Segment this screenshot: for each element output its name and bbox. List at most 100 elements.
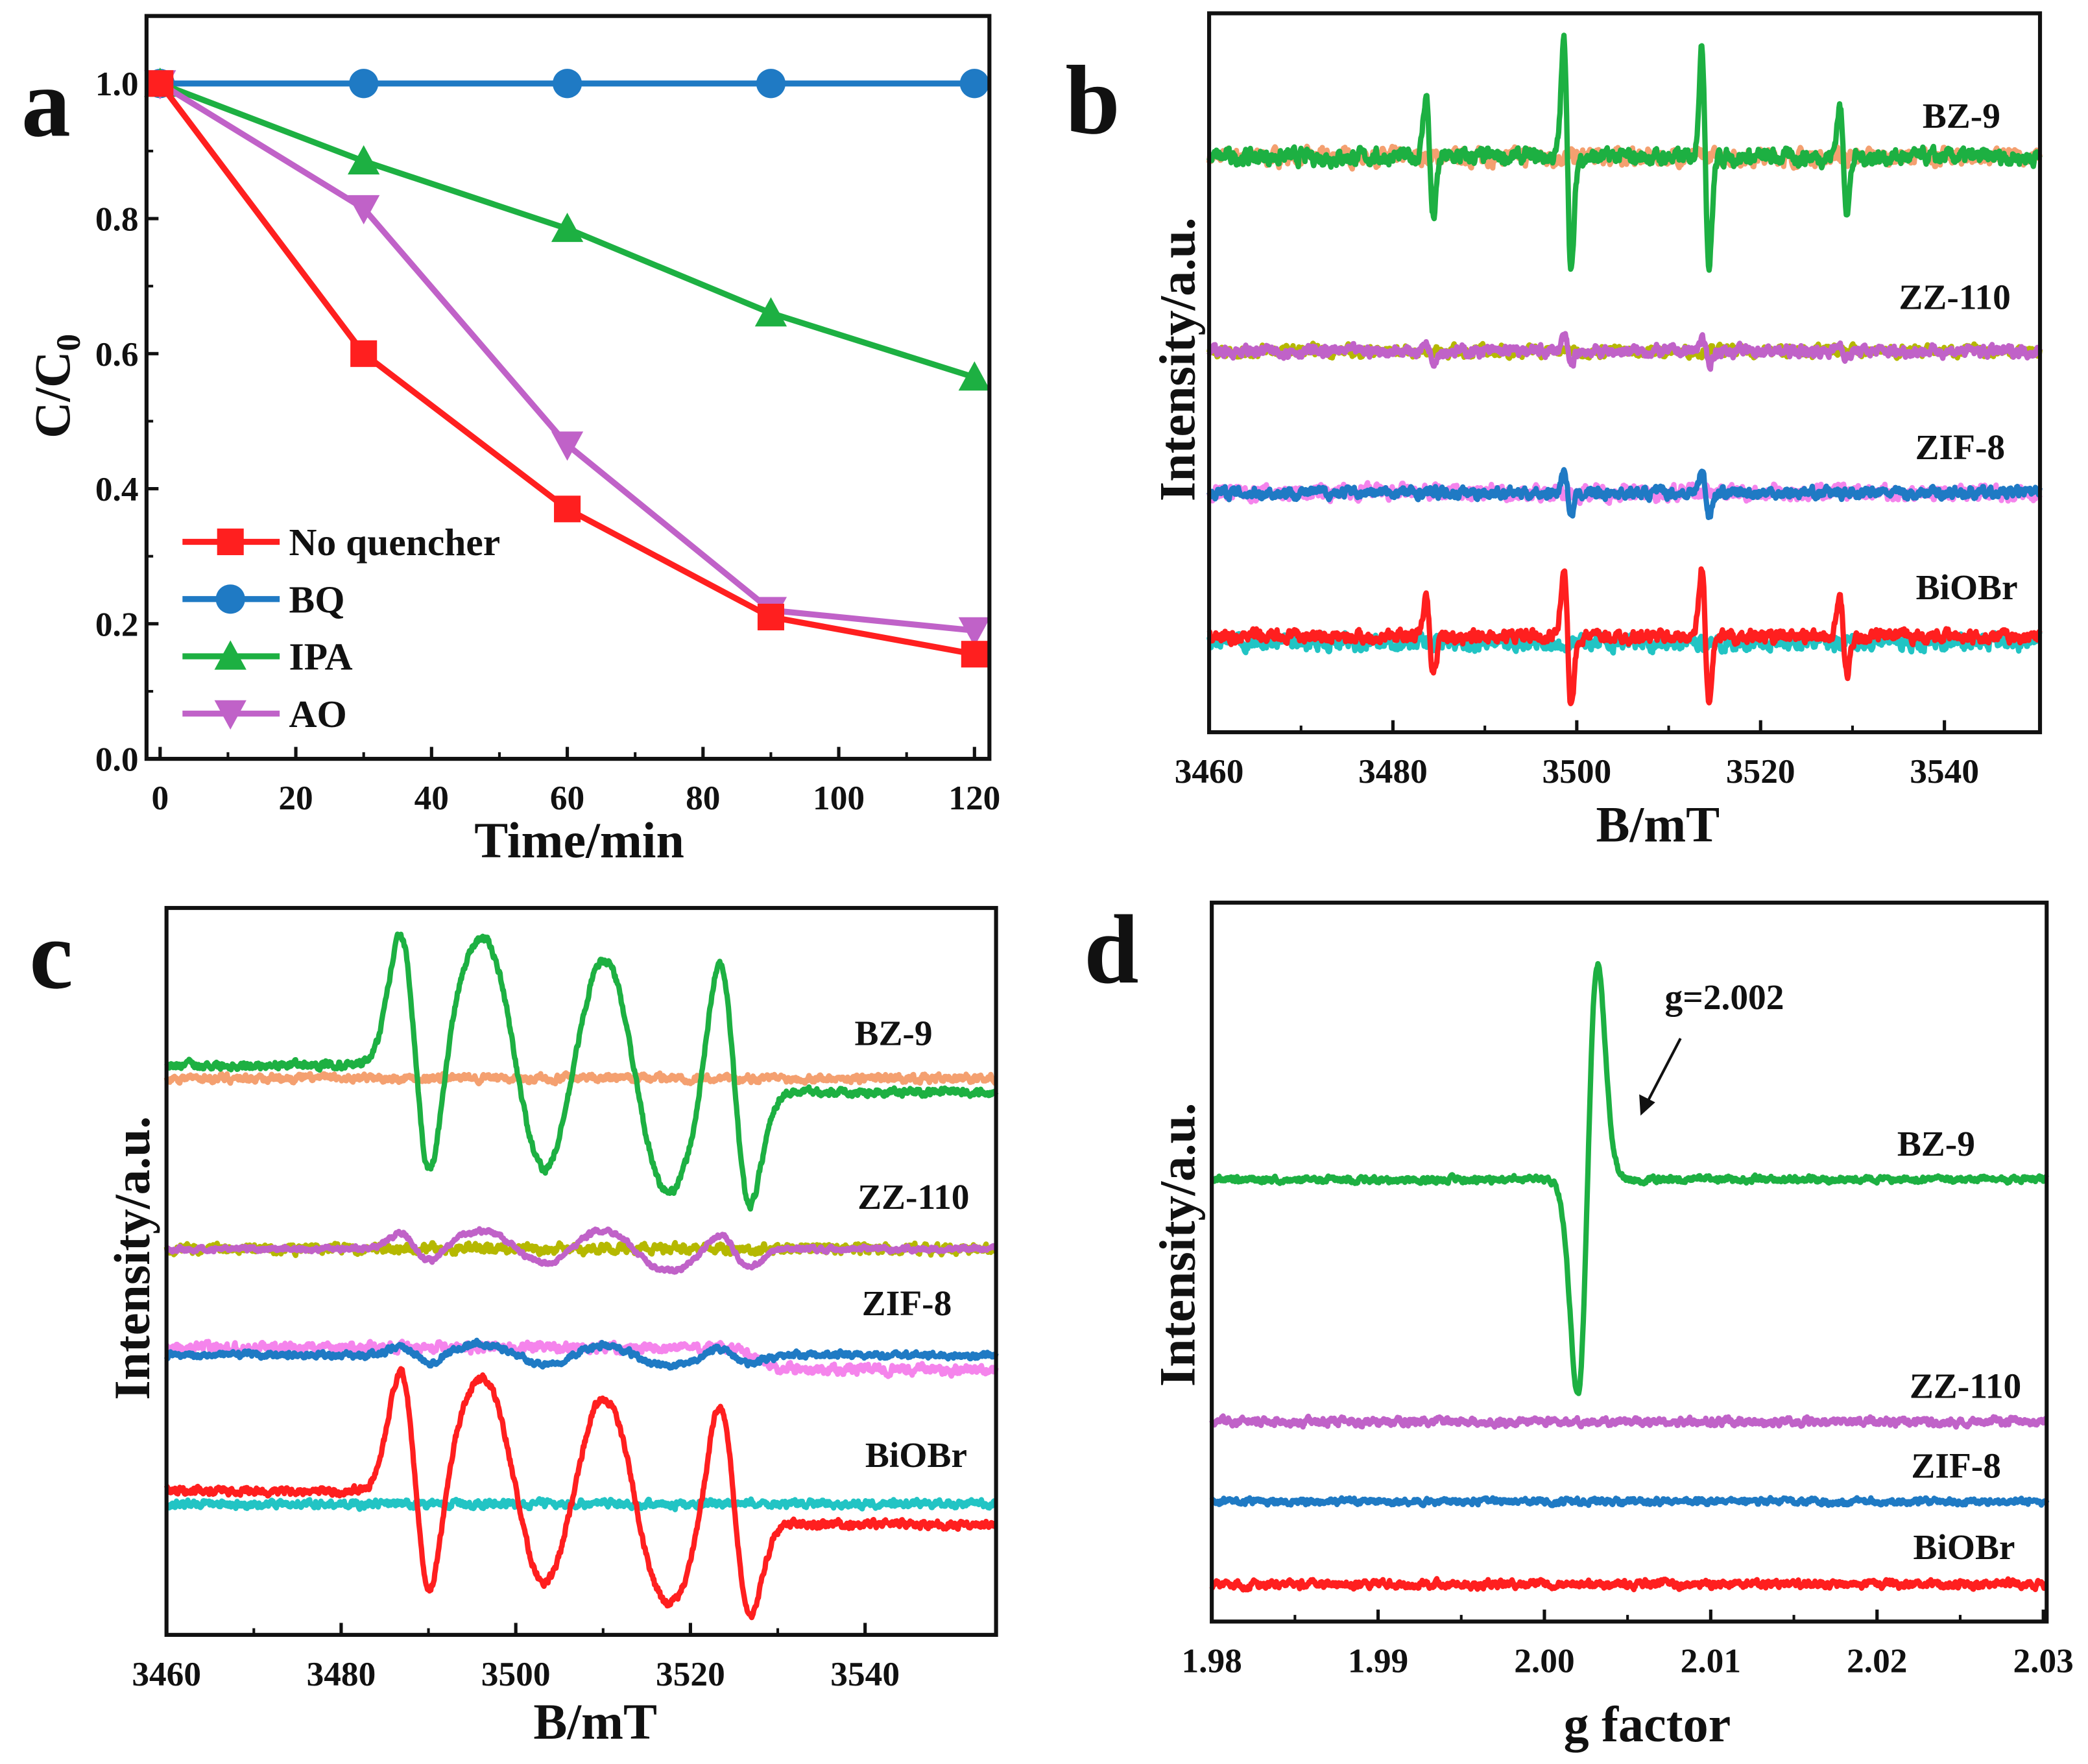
marker-circle bbox=[215, 584, 245, 614]
spectrum-bz-9-light bbox=[1206, 32, 2043, 273]
marker-triangle-down bbox=[551, 431, 584, 461]
spectrum-biobr-light bbox=[1206, 566, 2043, 707]
spectrum-biobr-dark bbox=[164, 1496, 998, 1512]
marker-square bbox=[147, 70, 174, 97]
series-no-quencher bbox=[147, 70, 988, 668]
spectrum-bz-9 bbox=[1210, 960, 2049, 1396]
legend-item: BQ bbox=[182, 578, 345, 621]
x-tick-label: 3540 bbox=[1910, 752, 1979, 791]
panel-letter-a: a bbox=[21, 48, 71, 157]
sample-label: BZ-9 bbox=[1923, 96, 2000, 136]
panel-letter-d: d bbox=[1084, 895, 1138, 1004]
marker-triangle-up bbox=[754, 297, 787, 327]
x-tick-label: 0 bbox=[151, 778, 169, 817]
panel-a: 0 20 40 60 80 100 120 0.0 0.2 0.4 0.6 0.8 1.0 Time/mi… bbox=[24, 14, 1000, 868]
legend-item: AO bbox=[182, 693, 347, 735]
plot-frame bbox=[1206, 11, 2043, 735]
x-tick-label: 2.01 bbox=[1681, 1641, 1741, 1680]
x-axis-label: B/mT bbox=[533, 1693, 657, 1750]
spectrum-zif-8 bbox=[1209, 1495, 2050, 1508]
spectrum-bz-9-dark bbox=[163, 1070, 998, 1087]
marker-triangle-down bbox=[958, 617, 990, 647]
marker-triangle-up bbox=[214, 640, 246, 670]
marker-triangle-down bbox=[214, 700, 246, 730]
y-tick-label: 0.6 bbox=[95, 335, 139, 374]
sample-label: BiOBr bbox=[1914, 1527, 2015, 1567]
x-tick-label: 3460 bbox=[132, 1654, 201, 1693]
spectrum-biobr-light bbox=[163, 1366, 998, 1621]
x-tick-label: 3500 bbox=[481, 1654, 551, 1693]
marker-triangle-up bbox=[348, 145, 380, 175]
panel-b: 3460 3480 3500 3520 3540 B/mT Intensity/a.u. BZ… bbox=[1149, 11, 2043, 852]
y-tick-label: 0.4 bbox=[95, 470, 139, 508]
marker-triangle-down bbox=[348, 195, 380, 225]
g-value-annotation: g=2.002 bbox=[1665, 977, 1784, 1017]
legend-label: No quencher bbox=[289, 521, 501, 564]
plot-frame bbox=[164, 905, 998, 1637]
marker-circle bbox=[959, 69, 989, 99]
x-tick-label: 40 bbox=[414, 778, 449, 817]
x-axis-label: g factor bbox=[1564, 1696, 1731, 1752]
x-tick-label: 1.99 bbox=[1348, 1641, 1408, 1680]
x-tick-label: 3520 bbox=[1726, 752, 1795, 791]
panel-letter-c: c bbox=[29, 900, 73, 1009]
legend-label: AO bbox=[289, 693, 347, 735]
x-tick-label: 80 bbox=[686, 778, 720, 817]
sample-label: BiOBr bbox=[865, 1435, 967, 1475]
y-tick-label: 0.2 bbox=[95, 604, 139, 643]
y-axis-label: Intensity/a.u. bbox=[1149, 1103, 1205, 1387]
x-tick-label: 100 bbox=[813, 778, 865, 817]
marker-square bbox=[554, 495, 581, 523]
sample-label: BZ-9 bbox=[854, 1013, 932, 1053]
spectrum-zz-110 bbox=[1209, 1413, 2049, 1430]
marker-circle bbox=[756, 69, 786, 99]
annotation-arrow-head bbox=[1639, 1094, 1655, 1116]
sample-label: ZIF-8 bbox=[862, 1283, 952, 1323]
panel-letter-b: b bbox=[1065, 45, 1120, 154]
x-tick-label: 120 bbox=[948, 778, 1000, 817]
sample-label: ZZ-110 bbox=[1910, 1366, 2021, 1405]
x-tick-label: 3520 bbox=[656, 1654, 725, 1693]
sample-label: ZIF-8 bbox=[1911, 1446, 2001, 1486]
x-tick-label: 3460 bbox=[1175, 752, 1244, 791]
x-tick-label: 3540 bbox=[830, 1654, 900, 1693]
y-axis-label: Intensity/a.u. bbox=[104, 1116, 160, 1400]
x-axis-label: B/mT bbox=[1596, 796, 1720, 852]
x-tick-label: 3480 bbox=[1358, 752, 1428, 791]
plot-frame bbox=[144, 14, 992, 761]
legend-item: No quencher bbox=[182, 521, 500, 564]
marker-square bbox=[961, 641, 988, 668]
x-tick-label: 20 bbox=[278, 778, 313, 817]
sample-label: ZZ-110 bbox=[1899, 277, 2010, 316]
series-ipa bbox=[144, 67, 990, 391]
y-axis-label-main: C/C bbox=[24, 351, 80, 438]
sample-label: ZIF-8 bbox=[1915, 427, 2006, 467]
sample-label: BZ-9 bbox=[1897, 1124, 1975, 1163]
legend-item: IPA bbox=[182, 636, 353, 678]
spectrum-biobr bbox=[1209, 1576, 2049, 1593]
legend-label: IPA bbox=[289, 636, 353, 678]
marker-triangle-up bbox=[958, 361, 990, 391]
spectrum-bz-9-light bbox=[164, 931, 999, 1212]
x-tick-label: 3500 bbox=[1542, 752, 1611, 791]
x-tick-label: 2.00 bbox=[1514, 1641, 1574, 1680]
legend-label: BQ bbox=[289, 578, 345, 621]
sample-label: ZZ-110 bbox=[858, 1177, 969, 1217]
y-tick-label: 1.0 bbox=[95, 64, 139, 103]
plot-layer: 0 20 40 60 80 100 120 0.0 0.2 0.4 0.6 0.8 1.0 Time/mi… bbox=[24, 11, 2074, 1752]
panel-d: 1.98 1.99 2.00 2.01 2.02 2.03 g factor Intensit… bbox=[1149, 900, 2074, 1752]
x-tick-label: 2.03 bbox=[2013, 1641, 2073, 1680]
marker-circle bbox=[552, 69, 582, 99]
plot-frame bbox=[1210, 900, 2049, 1624]
y-axis-label: C/C0 bbox=[24, 334, 88, 438]
x-axis-label: Time/min bbox=[474, 812, 684, 868]
y-tick-label: 0.0 bbox=[95, 740, 139, 779]
marker-square bbox=[757, 603, 784, 630]
marker-circle bbox=[349, 69, 379, 99]
y-tick-label: 0.8 bbox=[95, 200, 139, 239]
marker-square bbox=[350, 340, 378, 367]
x-tick-label: 60 bbox=[550, 778, 584, 817]
spectrum-zz-110-light bbox=[163, 1226, 998, 1275]
x-tick-label: 1.98 bbox=[1181, 1641, 1242, 1680]
